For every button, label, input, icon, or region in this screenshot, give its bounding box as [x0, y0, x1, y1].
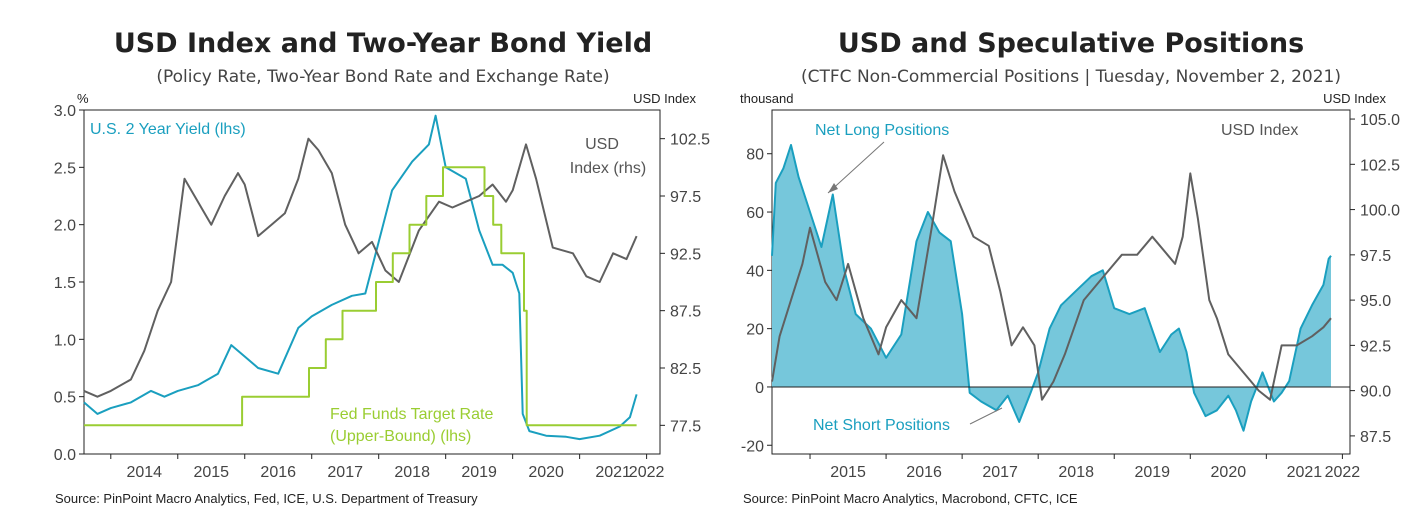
chart-left-xtick-label: 2020 — [528, 464, 564, 481]
chart-right-ytick-label: 40 — [746, 263, 764, 280]
chart-left-series-line — [84, 166, 637, 427]
chart-right-xtick-label: 2019 — [1134, 464, 1170, 481]
chart-right-ytick-label: 60 — [746, 205, 764, 222]
chart-right-net-long-label: Net Long Positions — [815, 122, 949, 139]
chart-right-net-short-label: Net Short Positions — [813, 417, 950, 434]
chart-right-xtick-label: 2016 — [906, 464, 942, 481]
chart-right-rtick-label: 100.0 — [1360, 203, 1400, 220]
chart-left-xtick-label: 2015 — [193, 464, 229, 481]
chart-left-fed-label-line2: (Upper-Bound) (lhs) — [330, 428, 471, 445]
chart-left-usd-label-line1: USD — [585, 136, 619, 153]
chart-right-title: USD and Speculative Positions — [838, 28, 1304, 59]
chart-left-left-unit: % — [77, 91, 89, 106]
chart-left-ytick-label: 0.5 — [54, 390, 76, 407]
chart-left-usd-label-line2: Index (rhs) — [570, 160, 646, 177]
chart-left-source: Source: PinPoint Macro Analytics, Fed, I… — [55, 491, 478, 506]
chart-left-rtick-label: 87.5 — [670, 304, 701, 321]
chart-left-ytick-label: 0.0 — [54, 447, 76, 464]
chart-left-xtick-label: 2016 — [260, 464, 296, 481]
chart-right-subtitle: (CTFC Non-Commercial Positions | Tuesday… — [801, 67, 1341, 87]
chart-left-xtick-label: 2018 — [394, 464, 430, 481]
chart-right-ytick-label: 20 — [746, 322, 764, 339]
chart-right-series — [771, 144, 1350, 432]
chart-left-left-axis: 0.0 0.5 1.0 1.5 2.0 2.5 3.0 — [54, 103, 84, 464]
chart-left-right-axis: 77.5 82.5 87.5 92.5 97.5 102.5 — [660, 132, 710, 435]
chart-right-ytick-label: -20 — [741, 438, 764, 455]
chart-left-xtick-label: 2022 — [629, 464, 665, 481]
chart-left-ytick-label: 1.0 — [54, 332, 76, 349]
chart-left: USD Index and Two-Year Bond Yield (Polic… — [54, 28, 710, 506]
chart-right-ytick-label: 0 — [755, 380, 764, 397]
chart-left-rtick-label: 77.5 — [670, 418, 701, 435]
chart-left-xtick-label: 2021 — [595, 464, 631, 481]
chart-left-rtick-label: 92.5 — [670, 246, 701, 263]
chart-right-rtick-label: 95.0 — [1360, 293, 1391, 310]
chart-right-left-axis: -20 0 20 40 60 80 — [741, 147, 772, 455]
chart-left-rtick-label: 97.5 — [670, 189, 701, 206]
chart-left-xtick-label: 2019 — [461, 464, 497, 481]
chart-right-series-area — [772, 145, 1331, 431]
chart-right-x-axis: 2015 2016 2017 2018 2019 2020 2021 2022 — [809, 454, 1361, 481]
chart-left-xtick-label: 2017 — [327, 464, 363, 481]
chart-right-right-unit: USD Index — [1323, 91, 1386, 106]
chart-right-net-short-arrow — [969, 407, 1003, 425]
chart-right-series-line — [771, 144, 1332, 432]
chart-left-rtick-label: 102.5 — [670, 132, 710, 149]
chart-right-plot-frame — [771, 109, 1351, 455]
chart-left-series-line — [83, 137, 638, 398]
chart-right-rtick-label: 90.0 — [1360, 384, 1391, 401]
chart-right-rtick-label: 105.0 — [1360, 112, 1400, 129]
chart-left-rtick-label: 82.5 — [670, 361, 701, 378]
chart-right-series-line — [771, 154, 1332, 401]
chart-right-right-axis: 87.5 90.0 92.5 95.0 97.5 100.0 102.5 105.0 — [1350, 112, 1400, 446]
chart-right-rtick-label: 97.5 — [1360, 248, 1391, 265]
chart-left-fed-label-line1: Fed Funds Target Rate — [330, 406, 493, 423]
chart-left-ytick-label: 2.5 — [54, 160, 76, 177]
chart-right-rtick-label: 102.5 — [1360, 157, 1400, 174]
chart-right-usd-label: USD Index — [1221, 122, 1298, 139]
chart-left-right-unit: USD Index — [633, 91, 696, 106]
chart-right-net-long-arrowhead — [828, 183, 838, 193]
chart-right-rtick-label: 87.5 — [1360, 429, 1391, 446]
chart-left-ytick-label: 3.0 — [54, 103, 76, 120]
chart-right-xtick-label: 2017 — [982, 464, 1018, 481]
chart-right-xtick-label: 2020 — [1211, 464, 1247, 481]
chart-right-xtick-label: 2018 — [1058, 464, 1094, 481]
chart-right-ytick-label: 80 — [746, 147, 764, 164]
chart-right-left-unit: thousand — [740, 91, 794, 106]
chart-left-ytick-label: 1.5 — [54, 275, 76, 292]
chart-right-rtick-label: 92.5 — [1360, 338, 1391, 355]
chart-right: USD and Speculative Positions (CTFC Non-… — [740, 28, 1400, 506]
chart-left-xtick-label: 2014 — [126, 464, 162, 481]
chart-right-xtick-label: 2022 — [1325, 464, 1361, 481]
chart-left-series-line — [83, 114, 638, 441]
chart-left-title: USD Index and Two-Year Bond Yield — [114, 28, 652, 59]
chart-left-yield-label: U.S. 2 Year Yield (lhs) — [90, 121, 246, 138]
chart-left-ytick-label: 2.0 — [54, 218, 76, 235]
chart-right-net-long-arrow — [827, 141, 885, 194]
chart-left-series — [83, 114, 638, 441]
chart-left-subtitle: (Policy Rate, Two-Year Bond Rate and Exc… — [156, 67, 609, 87]
chart-right-xtick-label: 2015 — [830, 464, 866, 481]
chart-right-xtick-label: 2021 — [1287, 464, 1323, 481]
chart-right-source: Source: PinPoint Macro Analytics, Macrob… — [743, 491, 1078, 506]
